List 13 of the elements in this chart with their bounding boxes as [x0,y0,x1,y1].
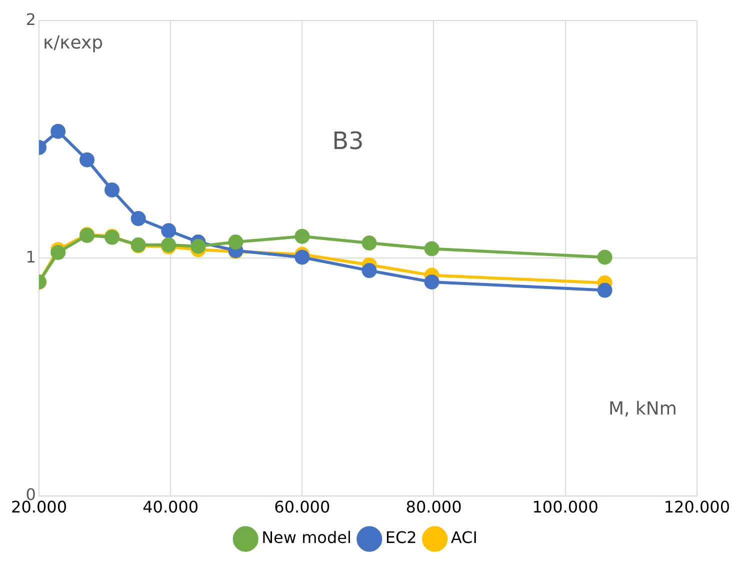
x-axis-title: M, kNm [608,398,677,420]
legend-label: New model [262,528,352,548]
x-tick-label: 120.000 [664,498,730,517]
y-axis-title: κ/κexp [42,32,104,54]
x-tick-label: 100.000 [532,498,598,517]
x-tick-label: 60.000 [274,498,330,517]
y-tick-label: 2 [26,10,36,29]
x-tick-label: 40.000 [142,498,199,517]
legend-label: ACI [450,528,478,548]
y-tick-label: 1 [26,247,36,266]
x-tick-label: 80.000 [406,498,462,517]
annotation: B3 [332,126,364,155]
legend-label: EC2 [385,528,417,548]
